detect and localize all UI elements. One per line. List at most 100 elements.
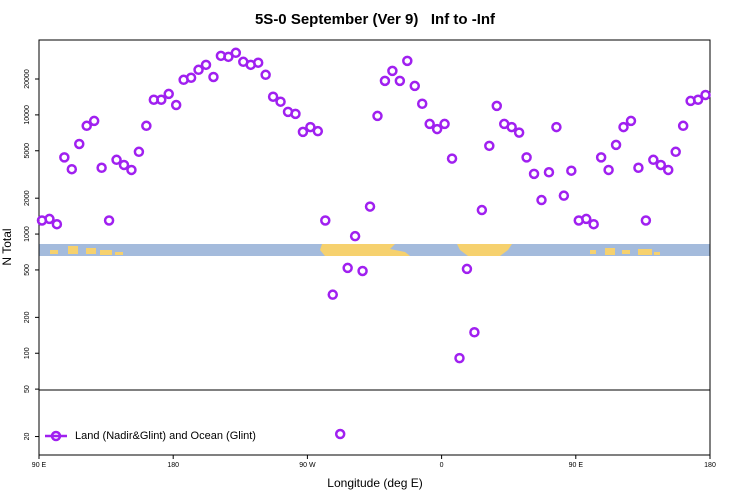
point (610, 139, 622, 151)
y-tick-label: 20 (24, 433, 31, 441)
legend-label: Land (Nadir&Glint) and Ocean (Glint) (75, 430, 256, 442)
point (81, 120, 92, 132)
point (252, 57, 264, 68)
point (103, 215, 115, 226)
point (111, 154, 122, 166)
point (416, 98, 428, 110)
x-tick-label: 0 (440, 462, 444, 469)
y-tick-label: 500 (24, 264, 31, 276)
point (618, 121, 629, 133)
point (431, 123, 443, 135)
point (536, 194, 547, 206)
y-tick-label: 200 (24, 311, 31, 323)
point (588, 218, 599, 230)
point (312, 125, 324, 137)
point (96, 162, 107, 174)
point (528, 168, 540, 180)
point (223, 51, 234, 63)
point (185, 72, 197, 83)
point (476, 204, 488, 216)
x-tick-label: 180 (167, 462, 179, 469)
point (506, 121, 517, 133)
point (700, 89, 711, 101)
plot-frame (38, 39, 711, 456)
x-tick-label: 90 W (299, 462, 316, 469)
x-tick-label: 90 E (32, 462, 47, 469)
point (633, 162, 644, 174)
point (118, 159, 130, 171)
y-tick-label: 50 (24, 385, 31, 393)
point (364, 201, 376, 212)
legend-swatch-marker (50, 430, 62, 442)
point (446, 153, 458, 164)
point (372, 110, 383, 122)
point (320, 215, 331, 226)
point (170, 99, 182, 111)
point (208, 71, 219, 83)
x-axis-label: Longitude (deg E) (327, 476, 422, 490)
point (513, 127, 525, 138)
point (543, 167, 555, 178)
point (51, 218, 63, 230)
point (424, 118, 435, 130)
point (655, 159, 667, 171)
point (126, 164, 137, 176)
chart-title: 5S-0 September (Ver 9) Inf to -Inf (255, 11, 496, 28)
point (74, 138, 85, 150)
y-tick-label: 10000 (24, 105, 31, 125)
point (200, 59, 212, 71)
y-tick-label: 100 (24, 347, 31, 359)
point (305, 121, 316, 133)
point (267, 91, 279, 102)
point (409, 80, 421, 92)
point (156, 94, 167, 105)
point (193, 64, 204, 76)
legend-item: Land (Nadir&Glint) and Ocean (Glint) (45, 430, 256, 442)
point (163, 88, 174, 100)
point (66, 163, 78, 175)
point (439, 118, 450, 130)
point (461, 263, 473, 275)
point (297, 126, 309, 138)
x-tick-label: 180 (704, 462, 716, 469)
point (88, 115, 100, 127)
point (566, 165, 577, 176)
point (454, 352, 465, 364)
point (595, 152, 607, 163)
point (59, 152, 70, 163)
point (349, 230, 361, 242)
point (230, 47, 242, 59)
point (491, 100, 503, 112)
point (260, 69, 271, 81)
y-tick-label: 5000 (24, 143, 31, 159)
y-tick-label: 20000 (24, 69, 31, 89)
point (625, 115, 637, 127)
point (662, 164, 674, 176)
point (670, 146, 681, 158)
point (44, 213, 55, 225)
point (677, 120, 689, 132)
point (327, 289, 338, 300)
point (357, 265, 368, 277)
point (551, 121, 562, 133)
point (558, 190, 570, 201)
point (342, 262, 353, 274)
point (692, 94, 704, 105)
point (521, 152, 532, 163)
x-tick-label: 90 E (569, 462, 584, 469)
point (141, 120, 152, 132)
point (648, 154, 659, 166)
point (640, 215, 652, 226)
point (387, 65, 398, 77)
map-strip (39, 244, 710, 256)
point (133, 146, 145, 158)
point (334, 428, 346, 440)
point (580, 213, 592, 225)
point (290, 108, 301, 120)
point (379, 75, 391, 87)
y-tick-label: 2000 (24, 190, 31, 206)
point (469, 327, 480, 338)
y-tick-label: 1000 (24, 226, 31, 242)
point (402, 55, 413, 67)
